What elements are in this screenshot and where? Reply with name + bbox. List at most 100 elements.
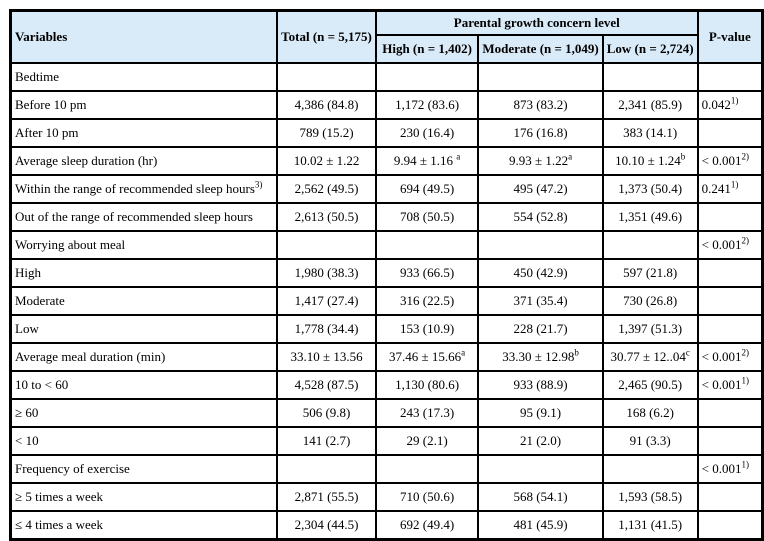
high-cell [374,454,480,484]
table-row: Worrying about meal < 0.0012) [9,230,764,260]
table-row: ≥ 5 times a week 2,871 (55.5) 710 (50.6) 56… [9,482,764,512]
high-cell [374,230,480,260]
moderate-cell: 21 (2.0) [477,426,604,456]
table-row: After 10 pm 789 (15.2) 230 (16.4) 176 (16.8… [9,118,764,148]
column-header-group: Parental growth concern level [374,9,699,36]
low-cell: 383 (14.1) [601,118,699,148]
total-cell: 506 (9.8) [276,398,377,428]
total-cell: 2,562 (49.5) [276,174,377,204]
total-cell [276,230,377,260]
variable-label-cell: Frequency of exercise [9,454,279,484]
header-row-2: High (n = 1,402) Moderate (n = 1,049) Lo… [11,34,763,64]
total-cell [276,62,377,92]
high-cell: 933 (66.5) [374,258,480,288]
moderate-cell [477,62,604,92]
low-cell: 1,373 (50.4) [601,174,699,204]
moderate-cell: 873 (83.2) [477,90,604,120]
statistics-table: Variables Total (n = 5,175) Parental gro… [9,9,764,541]
header-row-1: Variables Total (n = 5,175) Parental gro… [9,9,764,64]
moderate-cell: 95 (9.1) [477,398,604,428]
variable-label-cell: Before 10 pm [9,90,279,120]
total-cell: 1,778 (34.4) [276,314,377,344]
column-header-pvalue: P-value [696,9,764,64]
column-header-variables: Variables [9,9,279,64]
column-header-moderate: Moderate (n = 1,049) [477,34,604,64]
moderate-cell [477,230,604,260]
variable-label-cell: ≤ 4 times a week [9,510,279,541]
variable-label-cell: 10 to < 60 [9,370,279,400]
pvalue-cell: 0.0421) [696,90,764,120]
table-row: Moderate 1,417 (27.4) 316 (22.5) 371 (35.4)… [9,286,764,316]
moderate-cell: 9.93 ± 1.22a [477,146,604,176]
high-cell: 708 (50.5) [374,202,480,232]
pvalue-cell [696,118,764,148]
total-cell: 2,871 (55.5) [276,482,377,512]
variable-label-cell: ≥ 5 times a week [9,482,279,512]
low-cell: 1,131 (41.5) [601,510,699,541]
moderate-cell: 450 (42.9) [477,258,604,288]
total-cell: 4,528 (87.5) [276,370,377,400]
variable-label-cell: Out of the range of recommended sleep ho… [9,202,279,232]
table-row: < 10 141 (2.7) 29 (2.1) 21 (2.0) 91 (3.3) [9,426,764,456]
table-body: Bedtime Before 10 pm 4,386 (84.8) 1,172 (83… [9,62,764,541]
moderate-cell: 933 (88.9) [477,370,604,400]
high-cell: 694 (49.5) [374,174,480,204]
pvalue-cell [696,426,764,456]
variable-label-cell: High [9,258,279,288]
low-cell: 168 (6.2) [601,398,699,428]
moderate-cell: 371 (35.4) [477,286,604,316]
column-header-low: Low (n = 2,724) [601,34,699,64]
pvalue-cell [696,202,764,232]
table-row: ≥ 60 506 (9.8) 243 (17.3) 95 (9.1) 168 (6.2) [9,398,764,428]
variable-label-cell: After 10 pm [9,118,279,148]
moderate-cell: 495 (47.2) [477,174,604,204]
total-cell: 789 (15.2) [276,118,377,148]
total-cell: 1,980 (38.3) [276,258,377,288]
pvalue-cell [696,482,764,512]
low-cell: 1,351 (49.6) [601,202,699,232]
moderate-cell: 33.30 ± 12.98b [477,342,604,372]
total-cell: 2,613 (50.5) [276,202,377,232]
high-cell: 9.94 ± 1.16 a [374,146,480,176]
total-cell [276,454,377,484]
variable-label-cell: < 10 [9,426,279,456]
moderate-cell: 176 (16.8) [477,118,604,148]
low-cell: 730 (26.8) [601,286,699,316]
low-cell: 91 (3.3) [601,426,699,456]
table-header: Variables Total (n = 5,175) Parental gro… [9,9,764,64]
moderate-cell: 554 (52.8) [477,202,604,232]
table-row: Low 1,778 (34.4) 153 (10.9) 228 (21.7) 1,397… [9,314,764,344]
moderate-cell: 481 (45.9) [477,510,604,541]
pvalue-cell [696,62,764,92]
high-cell: 29 (2.1) [374,426,480,456]
low-cell: 2,341 (85.9) [601,90,699,120]
high-cell [374,62,480,92]
variable-label-cell: Moderate [9,286,279,316]
table-row: Out of the range of recommended sleep ho… [9,202,764,232]
pvalue-cell: < 0.0012) [696,230,764,260]
total-cell: 2,304 (44.5) [276,510,377,541]
low-cell [601,230,699,260]
table-row: Bedtime [9,62,764,92]
total-cell: 33.10 ± 13.56 [276,342,377,372]
pvalue-cell: 0.2411) [696,174,764,204]
variable-label-cell: Average meal duration (min) [9,342,279,372]
high-cell: 37.46 ± 15.66a [374,342,480,372]
pvalue-cell: < 0.0011) [696,454,764,484]
pvalue-cell: < 0.0011) [696,370,764,400]
low-cell: 30.77 ± 12..04c [601,342,699,372]
table-row: 10 to < 60 4,528 (87.5) 1,130 (80.6) 933 (8… [9,370,764,400]
column-header-high: High (n = 1,402) [374,34,480,64]
total-cell: 10.02 ± 1.22 [276,146,377,176]
pvalue-cell: < 0.0012) [696,146,764,176]
low-cell: 10.10 ± 1.24b [601,146,699,176]
column-header-total: Total (n = 5,175) [276,9,377,64]
high-cell: 692 (49.4) [374,510,480,541]
total-cell: 141 (2.7) [276,426,377,456]
pvalue-cell [696,286,764,316]
pvalue-cell [696,398,764,428]
table-row: High 1,980 (38.3) 933 (66.5) 450 (42.9) 597 … [9,258,764,288]
low-cell [601,62,699,92]
high-cell: 1,130 (80.6) [374,370,480,400]
low-cell: 597 (21.8) [601,258,699,288]
